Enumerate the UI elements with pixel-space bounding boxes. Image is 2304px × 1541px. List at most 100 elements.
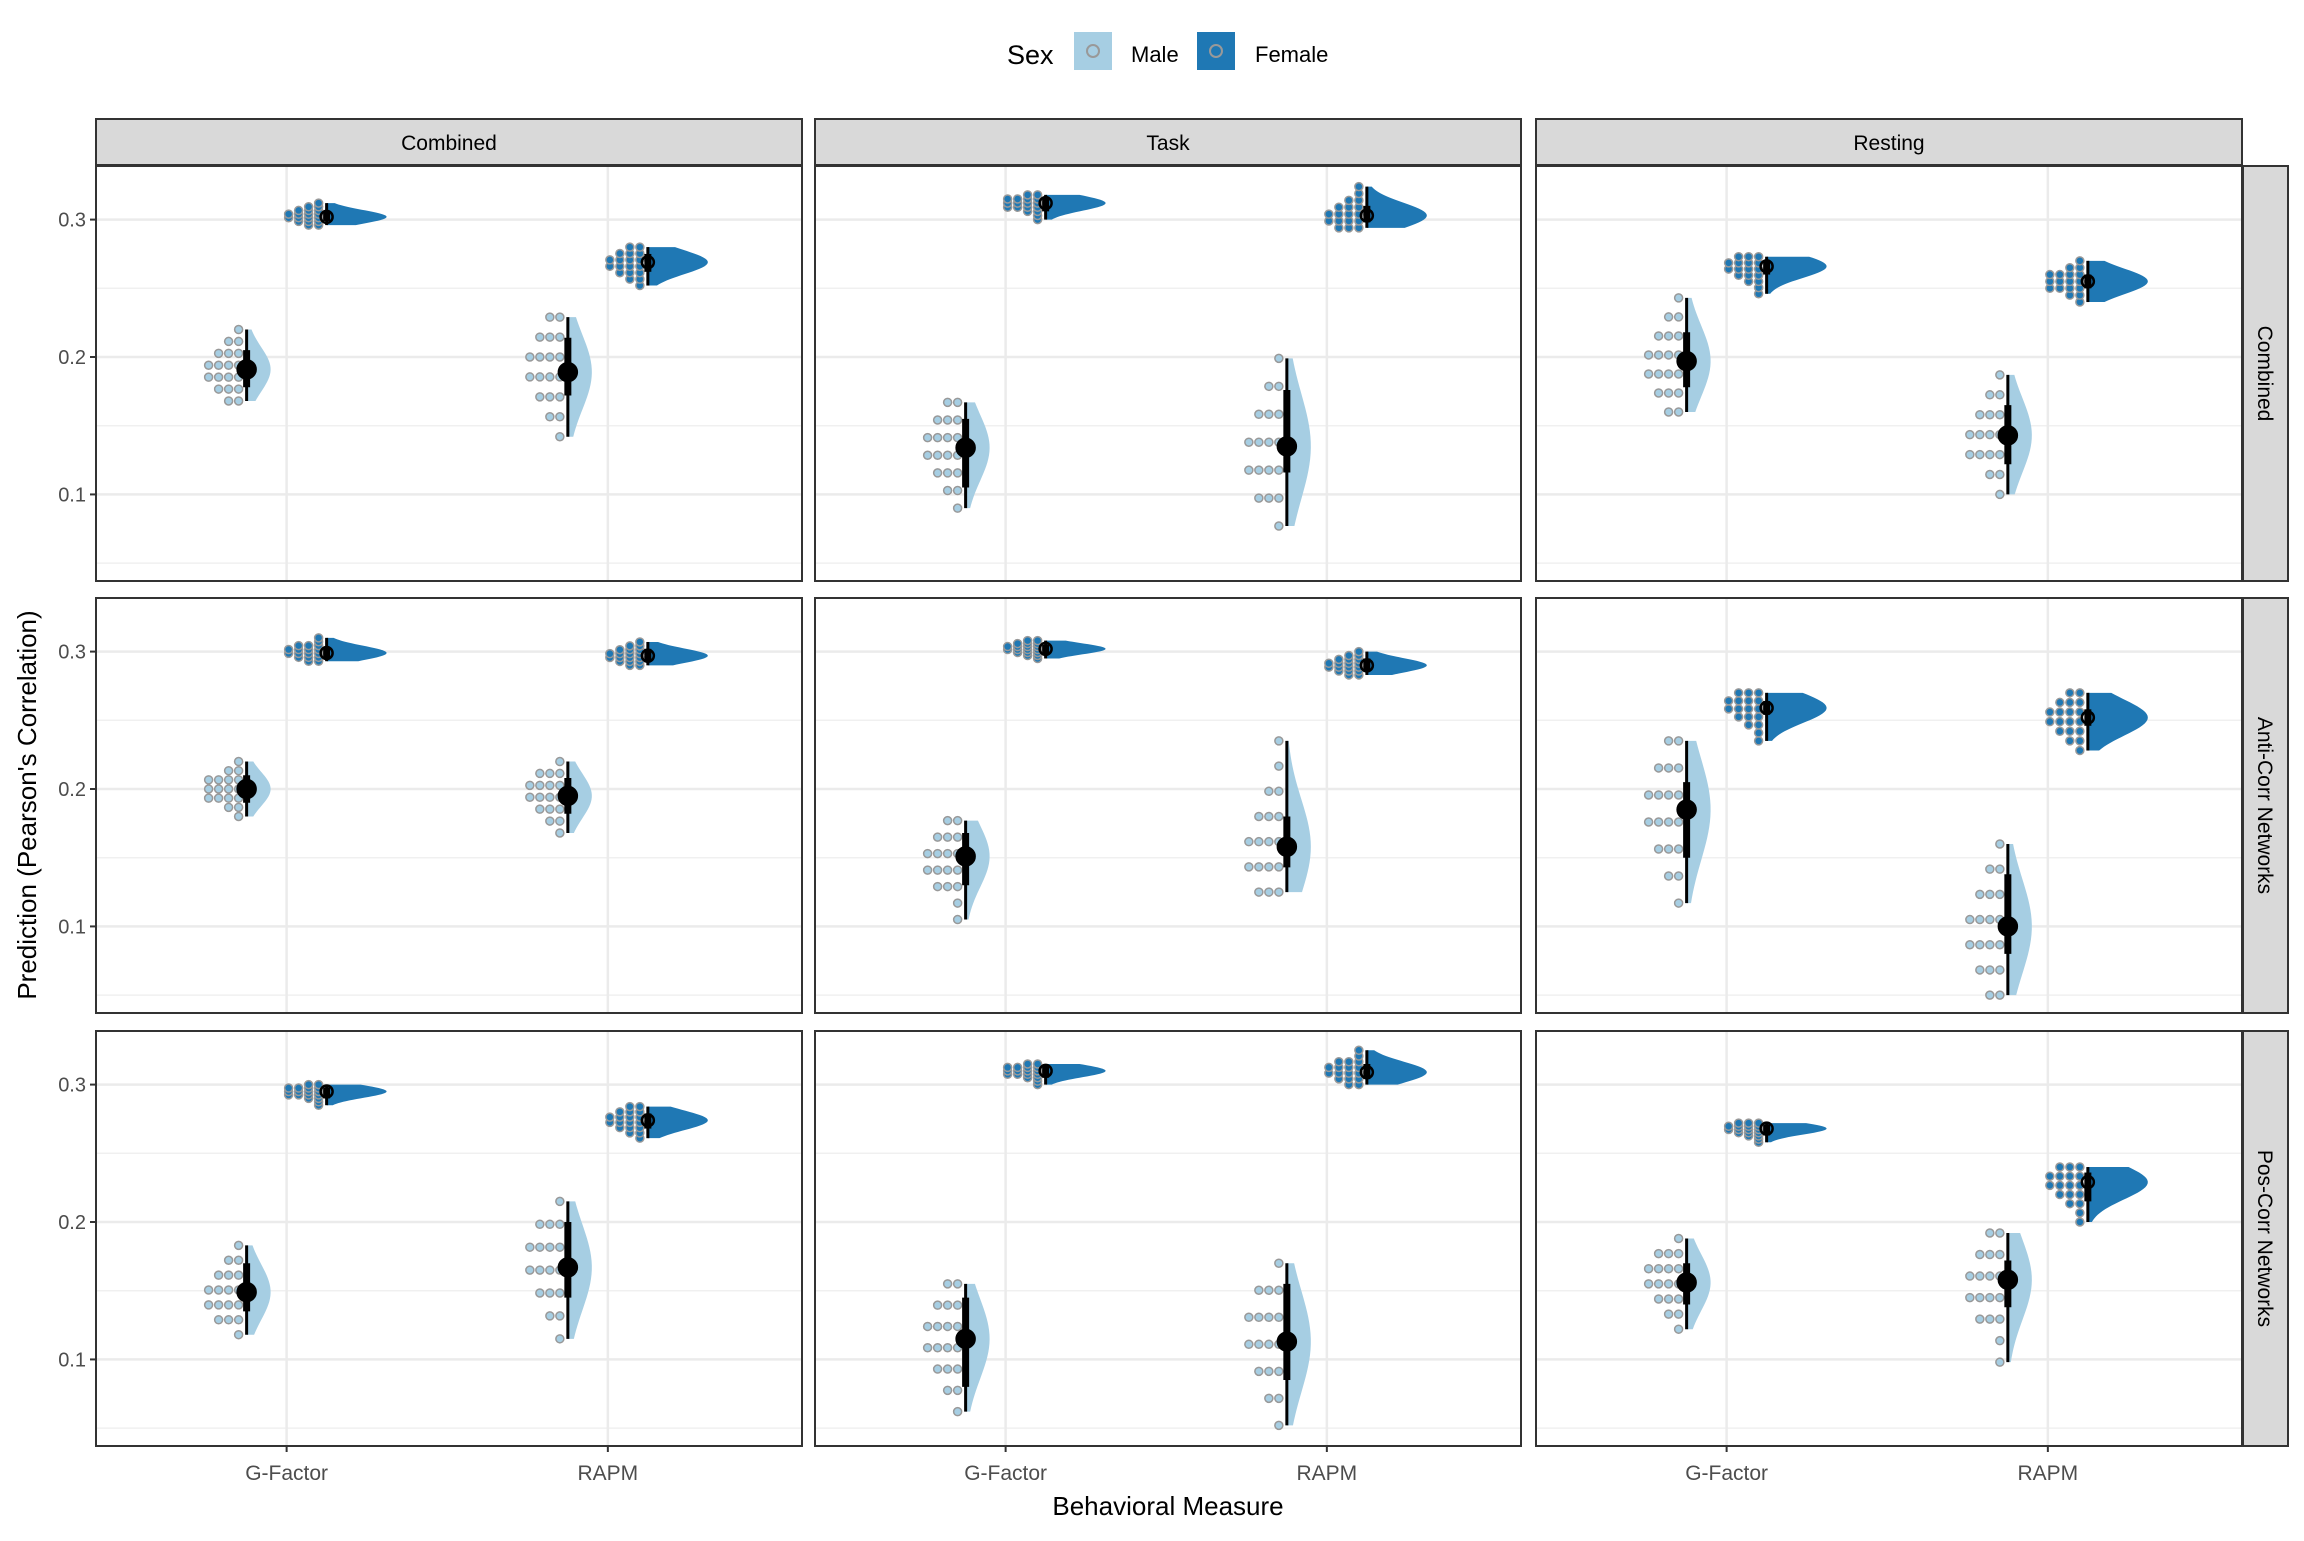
density-violin — [1686, 1238, 1711, 1330]
data-dot — [1985, 429, 1995, 440]
data-dot — [922, 432, 933, 443]
data-dot — [233, 811, 244, 822]
data-dot — [1663, 736, 1674, 746]
data-dot — [223, 1255, 234, 1266]
data-dot — [2055, 1189, 2065, 1200]
data-dot — [2075, 697, 2085, 708]
data-dot — [1663, 1294, 1674, 1304]
data-dot — [952, 1364, 963, 1374]
data-dot — [545, 1265, 555, 1275]
data-dot — [635, 1101, 645, 1112]
data-dot — [1995, 409, 2005, 420]
legend-key-female — [1197, 32, 1235, 70]
data-dot — [942, 415, 953, 425]
data-dot — [2055, 1180, 2065, 1191]
data-dot — [2065, 1189, 2075, 1200]
data-dot — [525, 372, 535, 382]
data-dot — [203, 775, 214, 785]
data-dot — [605, 255, 615, 265]
data-dot — [1254, 1339, 1264, 1350]
data-dot — [1254, 409, 1264, 420]
data-dot — [203, 784, 214, 794]
density-violin — [1766, 1123, 1827, 1143]
data-dot — [1022, 190, 1033, 200]
data-dot — [1012, 194, 1023, 204]
raincloud-female — [1002, 635, 1106, 664]
density-violin — [2007, 374, 2032, 495]
data-dot — [942, 865, 953, 875]
data-dot — [1975, 914, 1985, 925]
col-strip-label: Combined — [401, 132, 497, 155]
median-point — [1759, 259, 1774, 274]
row-strip — [2242, 1030, 2289, 1447]
data-dot — [223, 765, 234, 776]
data-dot — [952, 485, 963, 496]
data-dot — [1985, 990, 1995, 1000]
data-dot — [555, 412, 565, 422]
data-dot — [1022, 1059, 1033, 1069]
data-dot — [942, 815, 953, 826]
facet-panel: 0.1 0.2 0.3 — [58, 165, 803, 582]
raincloud-female — [1723, 1118, 1827, 1148]
data-dot — [932, 848, 943, 859]
data-dot — [555, 1242, 565, 1252]
data-dot — [1254, 1312, 1264, 1323]
data-dot — [555, 1196, 565, 1207]
data-dot — [1264, 1312, 1274, 1323]
data-dot — [233, 1300, 244, 1310]
data-dot — [1354, 181, 1364, 192]
raincloud-male — [1244, 736, 1311, 897]
data-dot — [1274, 811, 1284, 822]
density-violin — [1686, 297, 1711, 412]
y-tick-label: 0.3 — [58, 1075, 86, 1097]
data-dot — [2045, 707, 2055, 717]
data-dot — [2055, 1171, 2065, 1181]
data-dot — [1723, 696, 1734, 706]
data-dot — [2075, 1189, 2085, 1200]
data-dot — [1264, 381, 1274, 392]
facet-panel: G-Factor RAPM — [814, 1030, 1522, 1485]
raincloud-male — [1643, 293, 1711, 417]
data-dot — [952, 914, 963, 925]
data-dot — [952, 1300, 963, 1310]
density-violin — [326, 203, 387, 226]
data-dot — [555, 332, 565, 342]
data-dot — [1995, 1228, 2005, 1238]
data-dot — [952, 1406, 963, 1417]
data-dot — [2065, 707, 2075, 717]
data-dot — [545, 1311, 555, 1321]
data-dot — [942, 432, 953, 443]
data-dot — [1673, 871, 1684, 881]
data-dot — [1653, 817, 1664, 827]
data-dot — [1663, 312, 1674, 322]
density-violin — [1766, 256, 1827, 294]
data-dot — [1653, 1248, 1664, 1259]
data-dot — [303, 202, 314, 212]
data-dot — [1733, 251, 1744, 262]
data-dot — [2075, 1208, 2085, 1218]
data-dot — [525, 1265, 535, 1275]
data-dot — [1673, 1324, 1684, 1334]
data-dot — [1673, 293, 1684, 303]
data-dot — [545, 1242, 555, 1252]
data-dot — [1753, 728, 1764, 738]
raincloud-male — [1643, 736, 1711, 908]
data-dot — [1663, 1248, 1674, 1259]
density-violin — [326, 1084, 387, 1106]
density-violin — [2087, 260, 2148, 303]
data-dot — [1274, 1393, 1284, 1404]
data-dot — [223, 1270, 234, 1280]
data-dot — [1995, 449, 2005, 460]
data-dot — [2045, 716, 2055, 727]
data-dot — [545, 312, 555, 322]
data-dot — [942, 485, 953, 496]
data-dot — [1673, 1263, 1684, 1274]
data-dot — [1254, 1285, 1264, 1296]
data-dot — [213, 384, 224, 394]
data-dot — [952, 881, 963, 892]
data-dot — [545, 1219, 555, 1230]
data-dot — [1985, 469, 1995, 480]
facet-panel: G-Factor RAPM — [1535, 1030, 2243, 1485]
data-dot — [1995, 1292, 2005, 1303]
median-point — [1038, 641, 1053, 657]
